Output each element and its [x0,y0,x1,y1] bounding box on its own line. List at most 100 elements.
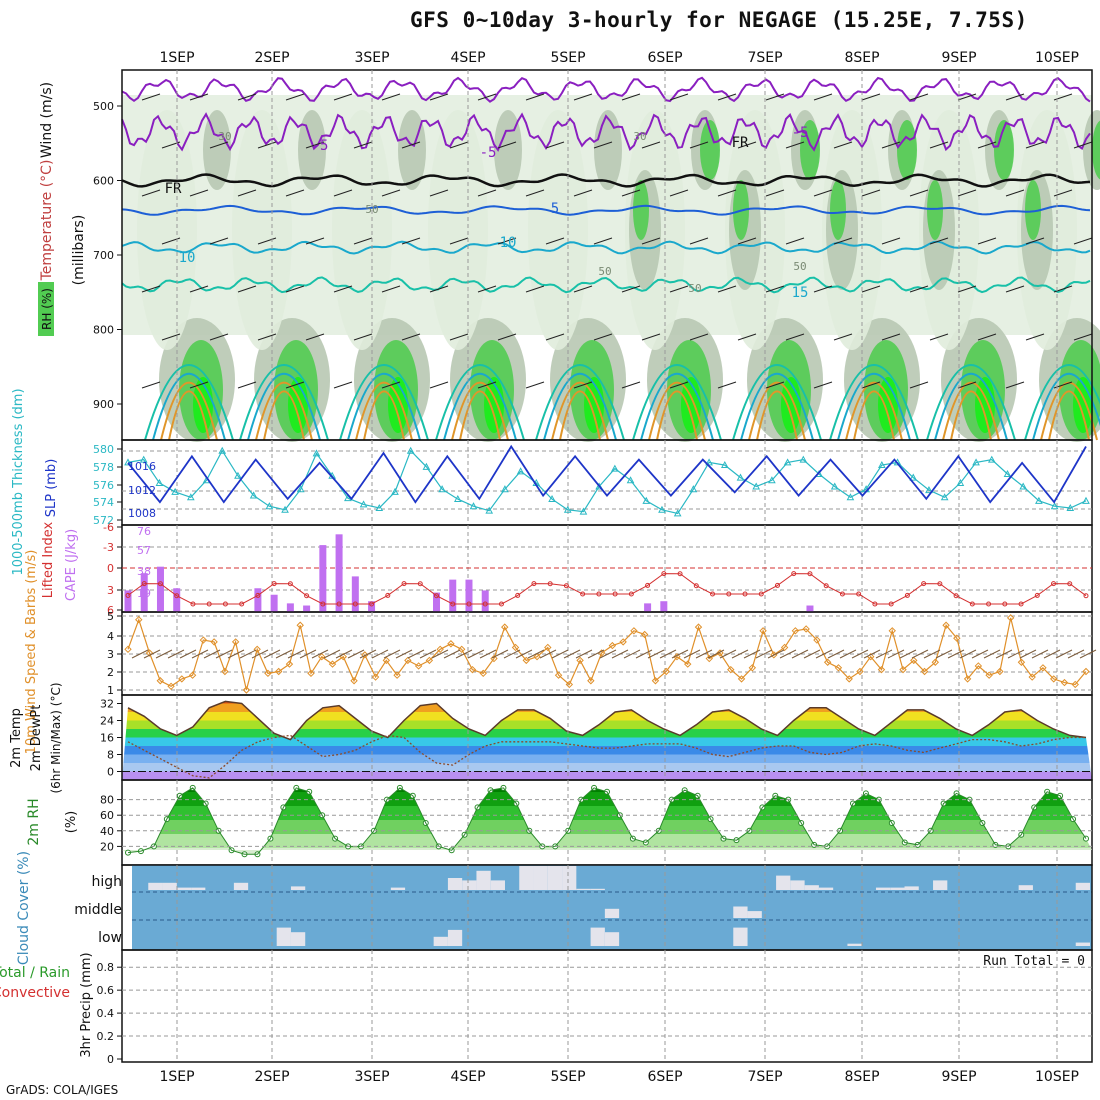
wind-point-86 [1050,675,1058,683]
rh-contour-fill-64 [1092,120,1100,180]
cape-bar-19 [433,592,441,612]
cloud-level-label-1: middle [74,902,122,918]
wind-barb-110 [641,333,661,341]
wind-barb-98 [1005,285,1025,293]
slp-tick-label-1: 1012 [128,484,156,497]
lifted-index-tick-label-3: 3 [107,584,114,597]
surface-barb-35 [551,649,569,659]
wind-barb-3 [285,93,305,101]
wind-barb-9 [573,93,593,101]
surface-temp-arch-6-3 [756,390,798,441]
wind-barb-55 [861,189,881,197]
pressure-tick-label-2: 700 [93,249,114,262]
wind-barb-64 [353,237,373,245]
thickness-point-20 [438,485,446,493]
surface-barb-37 [575,649,593,659]
cloud-bar-low-33 [604,932,620,946]
thickness-point-8 [249,491,258,499]
cape-lifted-index-panel: -6 -3 0 3 6 76 57 38 19 [103,521,1093,617]
thickness-point-17 [391,487,399,495]
wind-barb-61 [209,237,229,245]
wind-speed-line [127,617,1087,691]
cape-bar-0 [124,590,132,612]
surface-temp-arch-5-3 [656,390,698,441]
surface-barb-55 [791,649,809,659]
wind-barb-119 [1073,333,1093,341]
surface-barb-46 [683,649,701,659]
chart-title: GFS 0~10day 3-hourly for NEGAGE (15.25E,… [410,8,1028,32]
rh-label-4: 50 [793,260,806,273]
surface-barb-70 [971,649,989,659]
surface-temp-arch-3-3 [459,390,501,441]
wind-barb-123 [285,381,305,389]
surface-barb-69 [959,649,977,659]
wind-barb-106 [449,333,469,341]
thickness-point-41 [768,476,776,484]
rh-contour-fill-24 [594,110,622,190]
wind-barb-67 [497,237,517,245]
contour-label-7: FR [165,181,182,197]
cloud-bar-middle-43 [747,911,762,918]
wind-barb-16 [909,93,929,101]
wind-barb-78 [1025,237,1045,245]
rh2m-axis-label: 2m RH [26,798,42,845]
wind-panel: 5 4 3 2 1 [107,610,1097,697]
cape-tick-label-3: 19 [137,587,151,600]
cloud-bar-high-30 [562,866,577,890]
surface-barb-49 [719,649,737,659]
date-top-3: 3SEP [354,50,389,66]
wind-tick-label-0: 5 [107,610,114,623]
wind-barb-73 [785,237,805,245]
cape-tick-label-1: 57 [137,544,151,557]
wind-barb-24 [353,141,373,149]
cape-bar-1 [140,573,148,612]
slp-frame [121,439,1093,526]
cape-bar-22 [481,590,489,612]
surface-barb-23 [407,649,425,659]
date-top-10: 10SEP [1035,50,1079,66]
wind-point-31 [457,645,466,654]
surface-barb-76 [1043,649,1061,659]
wind-point-6 [188,671,197,679]
cloud-bar-high-25 [490,880,505,890]
surface-barb-11 [263,649,281,659]
wind-barb-134 [813,381,833,389]
wind-point-30 [447,640,455,648]
wind-barb-136 [909,381,929,389]
surface-temp-arch-1-0 [239,364,329,441]
thickness-point-53 [956,478,965,486]
surface-temp-arch-2-1 [347,373,421,441]
lifted-index-point-56 [1034,592,1040,598]
wind-barb-53 [765,189,785,197]
surface-barb-28 [467,649,485,659]
rh-label-5: 50 [688,282,701,295]
wind-point-57 [737,675,746,683]
thickness-line [127,449,1087,515]
lifted-index-tick-label-4: 6 [107,604,114,617]
cloud-level-label-0: high [91,874,122,890]
surface-barb-43 [647,649,665,659]
cloud-bar-high-22 [447,878,463,890]
cloud-bar-high-46 [790,880,805,890]
wind-point-75 [931,658,940,666]
lifted-index-axis-label: Lifted Index [41,521,56,598]
surface-barb-75 [1031,649,1049,659]
pressure-axis-label: (millibars) [71,215,87,286]
wind-point-19 [328,660,337,668]
wind-barb-22 [257,141,277,149]
wind-point-47 [630,627,638,635]
surface-barb-67 [935,649,953,659]
cloud-bar-high-1 [148,882,163,890]
cape-bar-8 [254,588,262,612]
wind-point-68 [856,667,864,676]
cloud-bar-high-47 [804,885,819,890]
wind-barb-81 [189,285,209,293]
wind-barb-122 [237,381,257,389]
wind-point-0 [124,645,132,654]
freezing-level [121,173,1091,188]
rh-band-2 [122,820,1092,834]
cloud-bar-high-2 [162,882,177,890]
thickness-point-45 [830,482,839,490]
cloud-bar-high-18 [390,887,406,890]
pressure-tick-label-4: 900 [93,398,114,411]
